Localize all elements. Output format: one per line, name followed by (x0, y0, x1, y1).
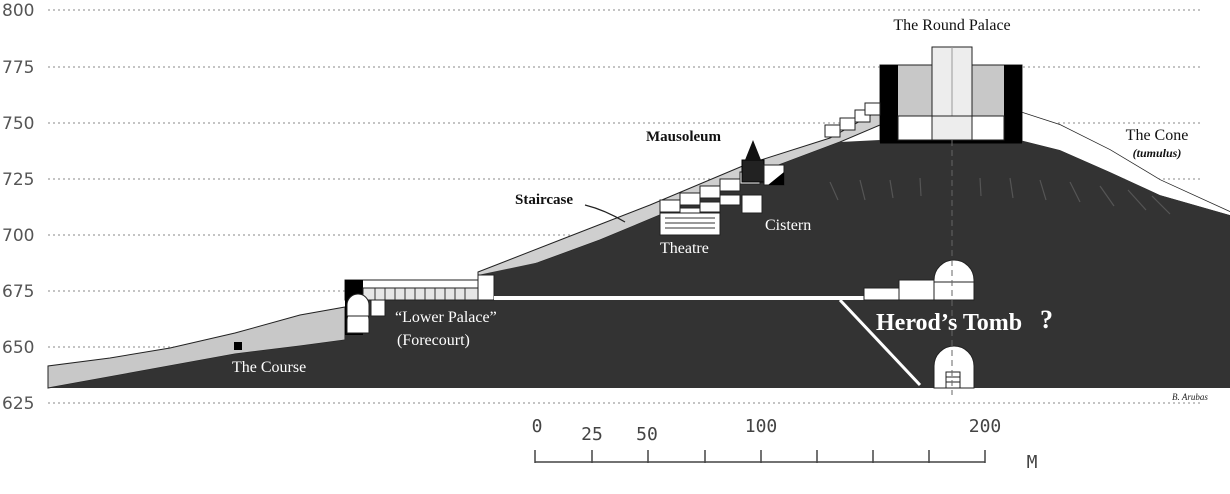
scale-unit-label: M (1027, 452, 1038, 473)
scale-tick-label: 100 (745, 416, 778, 437)
mausoleum (741, 140, 785, 214)
scale-tick-label: 0 (532, 416, 543, 437)
elevation-tick: 675 (2, 282, 34, 302)
course-marker (234, 342, 242, 350)
mausoleum-label: Mausoleum (646, 129, 722, 145)
lower-palace (344, 274, 495, 335)
course-label: The Course (232, 359, 306, 376)
credit-label: B. Arubas (1172, 392, 1208, 402)
cone-label: The Cone (1126, 127, 1189, 144)
upper-staircase (824, 102, 881, 138)
staircase-leader (584, 204, 626, 223)
round-palace (879, 46, 1023, 144)
elevation-tick: 800 (2, 1, 34, 21)
herods-tomb-label: Herod’s Tomb (876, 310, 1022, 336)
forecourt-label: (Forecourt) (397, 332, 470, 349)
theatre-label: Theatre (660, 240, 709, 257)
elevation-tick: 700 (2, 226, 34, 246)
question-mark: ? (1040, 305, 1053, 334)
hill-mass (48, 140, 1230, 388)
elevation-tick: 650 (2, 338, 34, 358)
elevation-axis: 800 775 750 725 700 675 650 625 (2, 1, 34, 414)
theatre (659, 212, 721, 236)
lower-palace-label: “Lower Palace” (395, 309, 497, 326)
cone-hatching (829, 177, 1171, 215)
elevation-tick: 625 (2, 394, 34, 414)
scale-tick-label: 25 (581, 424, 603, 445)
cistern-label: Cistern (765, 217, 811, 234)
round-palace-label: The Round Palace (893, 17, 1010, 34)
tumulus-label: (tumulus) (1133, 146, 1182, 160)
elevation-tick: 725 (2, 170, 34, 190)
scale-bar: 0 25 50 100 200 M (532, 416, 1038, 473)
scale-tick-label: 50 (636, 424, 658, 445)
scale-tick-label: 200 (969, 416, 1002, 437)
elevation-tick: 750 (2, 114, 34, 134)
elevation-tick: 775 (2, 58, 34, 78)
staircase-label: Staircase (515, 192, 573, 208)
tunnel (494, 259, 975, 389)
